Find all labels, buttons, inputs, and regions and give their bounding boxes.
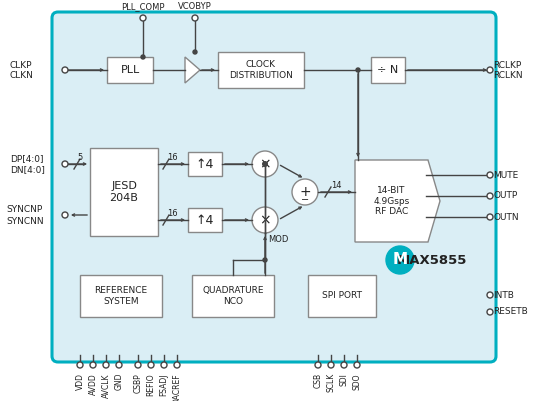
Circle shape bbox=[148, 362, 154, 368]
Circle shape bbox=[62, 161, 68, 167]
Circle shape bbox=[141, 55, 145, 59]
Text: ×: × bbox=[259, 213, 271, 227]
Text: AVCLK: AVCLK bbox=[102, 373, 110, 397]
Text: 16: 16 bbox=[167, 209, 177, 217]
FancyBboxPatch shape bbox=[52, 12, 496, 362]
Text: JESD
204B: JESD 204B bbox=[109, 181, 139, 203]
Text: RESETB: RESETB bbox=[493, 308, 528, 316]
Circle shape bbox=[252, 151, 278, 177]
Text: RCLKN: RCLKN bbox=[493, 71, 523, 81]
Text: M: M bbox=[392, 253, 407, 267]
Circle shape bbox=[263, 258, 267, 262]
Text: VDD: VDD bbox=[76, 373, 84, 390]
Circle shape bbox=[174, 362, 180, 368]
Text: ↑4: ↑4 bbox=[196, 213, 214, 227]
Text: ↑4: ↑4 bbox=[196, 158, 214, 170]
Circle shape bbox=[77, 362, 83, 368]
Text: REFERENCE
SYSTEM: REFERENCE SYSTEM bbox=[94, 286, 147, 306]
Circle shape bbox=[193, 50, 197, 54]
FancyBboxPatch shape bbox=[218, 52, 304, 88]
Circle shape bbox=[252, 207, 278, 233]
FancyBboxPatch shape bbox=[371, 57, 405, 83]
Circle shape bbox=[356, 68, 360, 72]
FancyBboxPatch shape bbox=[90, 148, 158, 236]
Circle shape bbox=[487, 214, 493, 220]
Circle shape bbox=[487, 67, 493, 73]
Text: 5: 5 bbox=[77, 152, 83, 162]
Polygon shape bbox=[185, 57, 200, 83]
Circle shape bbox=[315, 362, 321, 368]
Text: CSB: CSB bbox=[314, 373, 322, 388]
Circle shape bbox=[140, 15, 146, 21]
Text: FSADJ: FSADJ bbox=[160, 373, 168, 395]
Text: VCOBYP: VCOBYP bbox=[178, 2, 212, 11]
Circle shape bbox=[386, 246, 414, 274]
Text: CSBP: CSBP bbox=[134, 373, 142, 393]
Text: PLL: PLL bbox=[120, 65, 140, 75]
Text: SDI: SDI bbox=[339, 373, 348, 386]
Text: PLL_COMP: PLL_COMP bbox=[121, 2, 164, 11]
Circle shape bbox=[90, 362, 96, 368]
Circle shape bbox=[161, 362, 167, 368]
Circle shape bbox=[341, 362, 347, 368]
Text: 16: 16 bbox=[167, 152, 177, 162]
Circle shape bbox=[192, 15, 198, 21]
Circle shape bbox=[487, 292, 493, 298]
Text: −: − bbox=[301, 195, 309, 205]
Text: SYNCNP: SYNCNP bbox=[6, 205, 43, 215]
Circle shape bbox=[62, 67, 68, 73]
Text: INTB: INTB bbox=[493, 290, 514, 300]
Text: MUTE: MUTE bbox=[493, 170, 518, 180]
Text: QUADRATURE
NCO: QUADRATURE NCO bbox=[202, 286, 264, 306]
FancyBboxPatch shape bbox=[308, 275, 376, 317]
FancyBboxPatch shape bbox=[107, 57, 153, 83]
Text: OUTP: OUTP bbox=[493, 192, 517, 200]
Text: SCLK: SCLK bbox=[326, 373, 336, 392]
Text: CLKP: CLKP bbox=[10, 61, 33, 69]
FancyBboxPatch shape bbox=[188, 208, 222, 232]
Text: CLOCK
DISTRIBUTION: CLOCK DISTRIBUTION bbox=[229, 60, 293, 80]
Circle shape bbox=[263, 162, 267, 166]
Text: MOD: MOD bbox=[268, 235, 288, 245]
Text: SPI PORT: SPI PORT bbox=[322, 292, 362, 300]
Circle shape bbox=[135, 362, 141, 368]
Text: ÷ N: ÷ N bbox=[378, 65, 399, 75]
Text: OUTN: OUTN bbox=[493, 213, 519, 221]
FancyBboxPatch shape bbox=[80, 275, 162, 317]
FancyBboxPatch shape bbox=[188, 152, 222, 176]
Circle shape bbox=[292, 179, 318, 205]
Circle shape bbox=[487, 172, 493, 178]
Text: DACREF: DACREF bbox=[172, 373, 182, 401]
Text: GND: GND bbox=[114, 373, 124, 391]
Text: +: + bbox=[299, 185, 311, 199]
Text: ×: × bbox=[259, 157, 271, 171]
Polygon shape bbox=[355, 160, 440, 242]
Text: REFIO: REFIO bbox=[146, 373, 156, 396]
Circle shape bbox=[354, 362, 360, 368]
Text: RCLKP: RCLKP bbox=[493, 61, 521, 69]
Circle shape bbox=[263, 162, 267, 166]
Text: SDO: SDO bbox=[353, 373, 362, 389]
Circle shape bbox=[62, 212, 68, 218]
Circle shape bbox=[103, 362, 109, 368]
Text: MAX5855: MAX5855 bbox=[397, 253, 467, 267]
Circle shape bbox=[487, 309, 493, 315]
Circle shape bbox=[116, 362, 122, 368]
Circle shape bbox=[263, 162, 267, 166]
Text: DN[4:0]: DN[4:0] bbox=[10, 166, 45, 174]
Text: 14-BIT
4.9Gsps
RF DAC: 14-BIT 4.9Gsps RF DAC bbox=[373, 186, 410, 216]
Text: SYNCNN: SYNCNN bbox=[6, 217, 44, 225]
Text: CLKN: CLKN bbox=[10, 71, 34, 81]
Text: DP[4:0]: DP[4:0] bbox=[10, 154, 44, 164]
Circle shape bbox=[487, 193, 493, 199]
Circle shape bbox=[328, 362, 334, 368]
Text: AVDD: AVDD bbox=[88, 373, 98, 395]
FancyBboxPatch shape bbox=[192, 275, 274, 317]
Text: 14: 14 bbox=[331, 180, 341, 190]
